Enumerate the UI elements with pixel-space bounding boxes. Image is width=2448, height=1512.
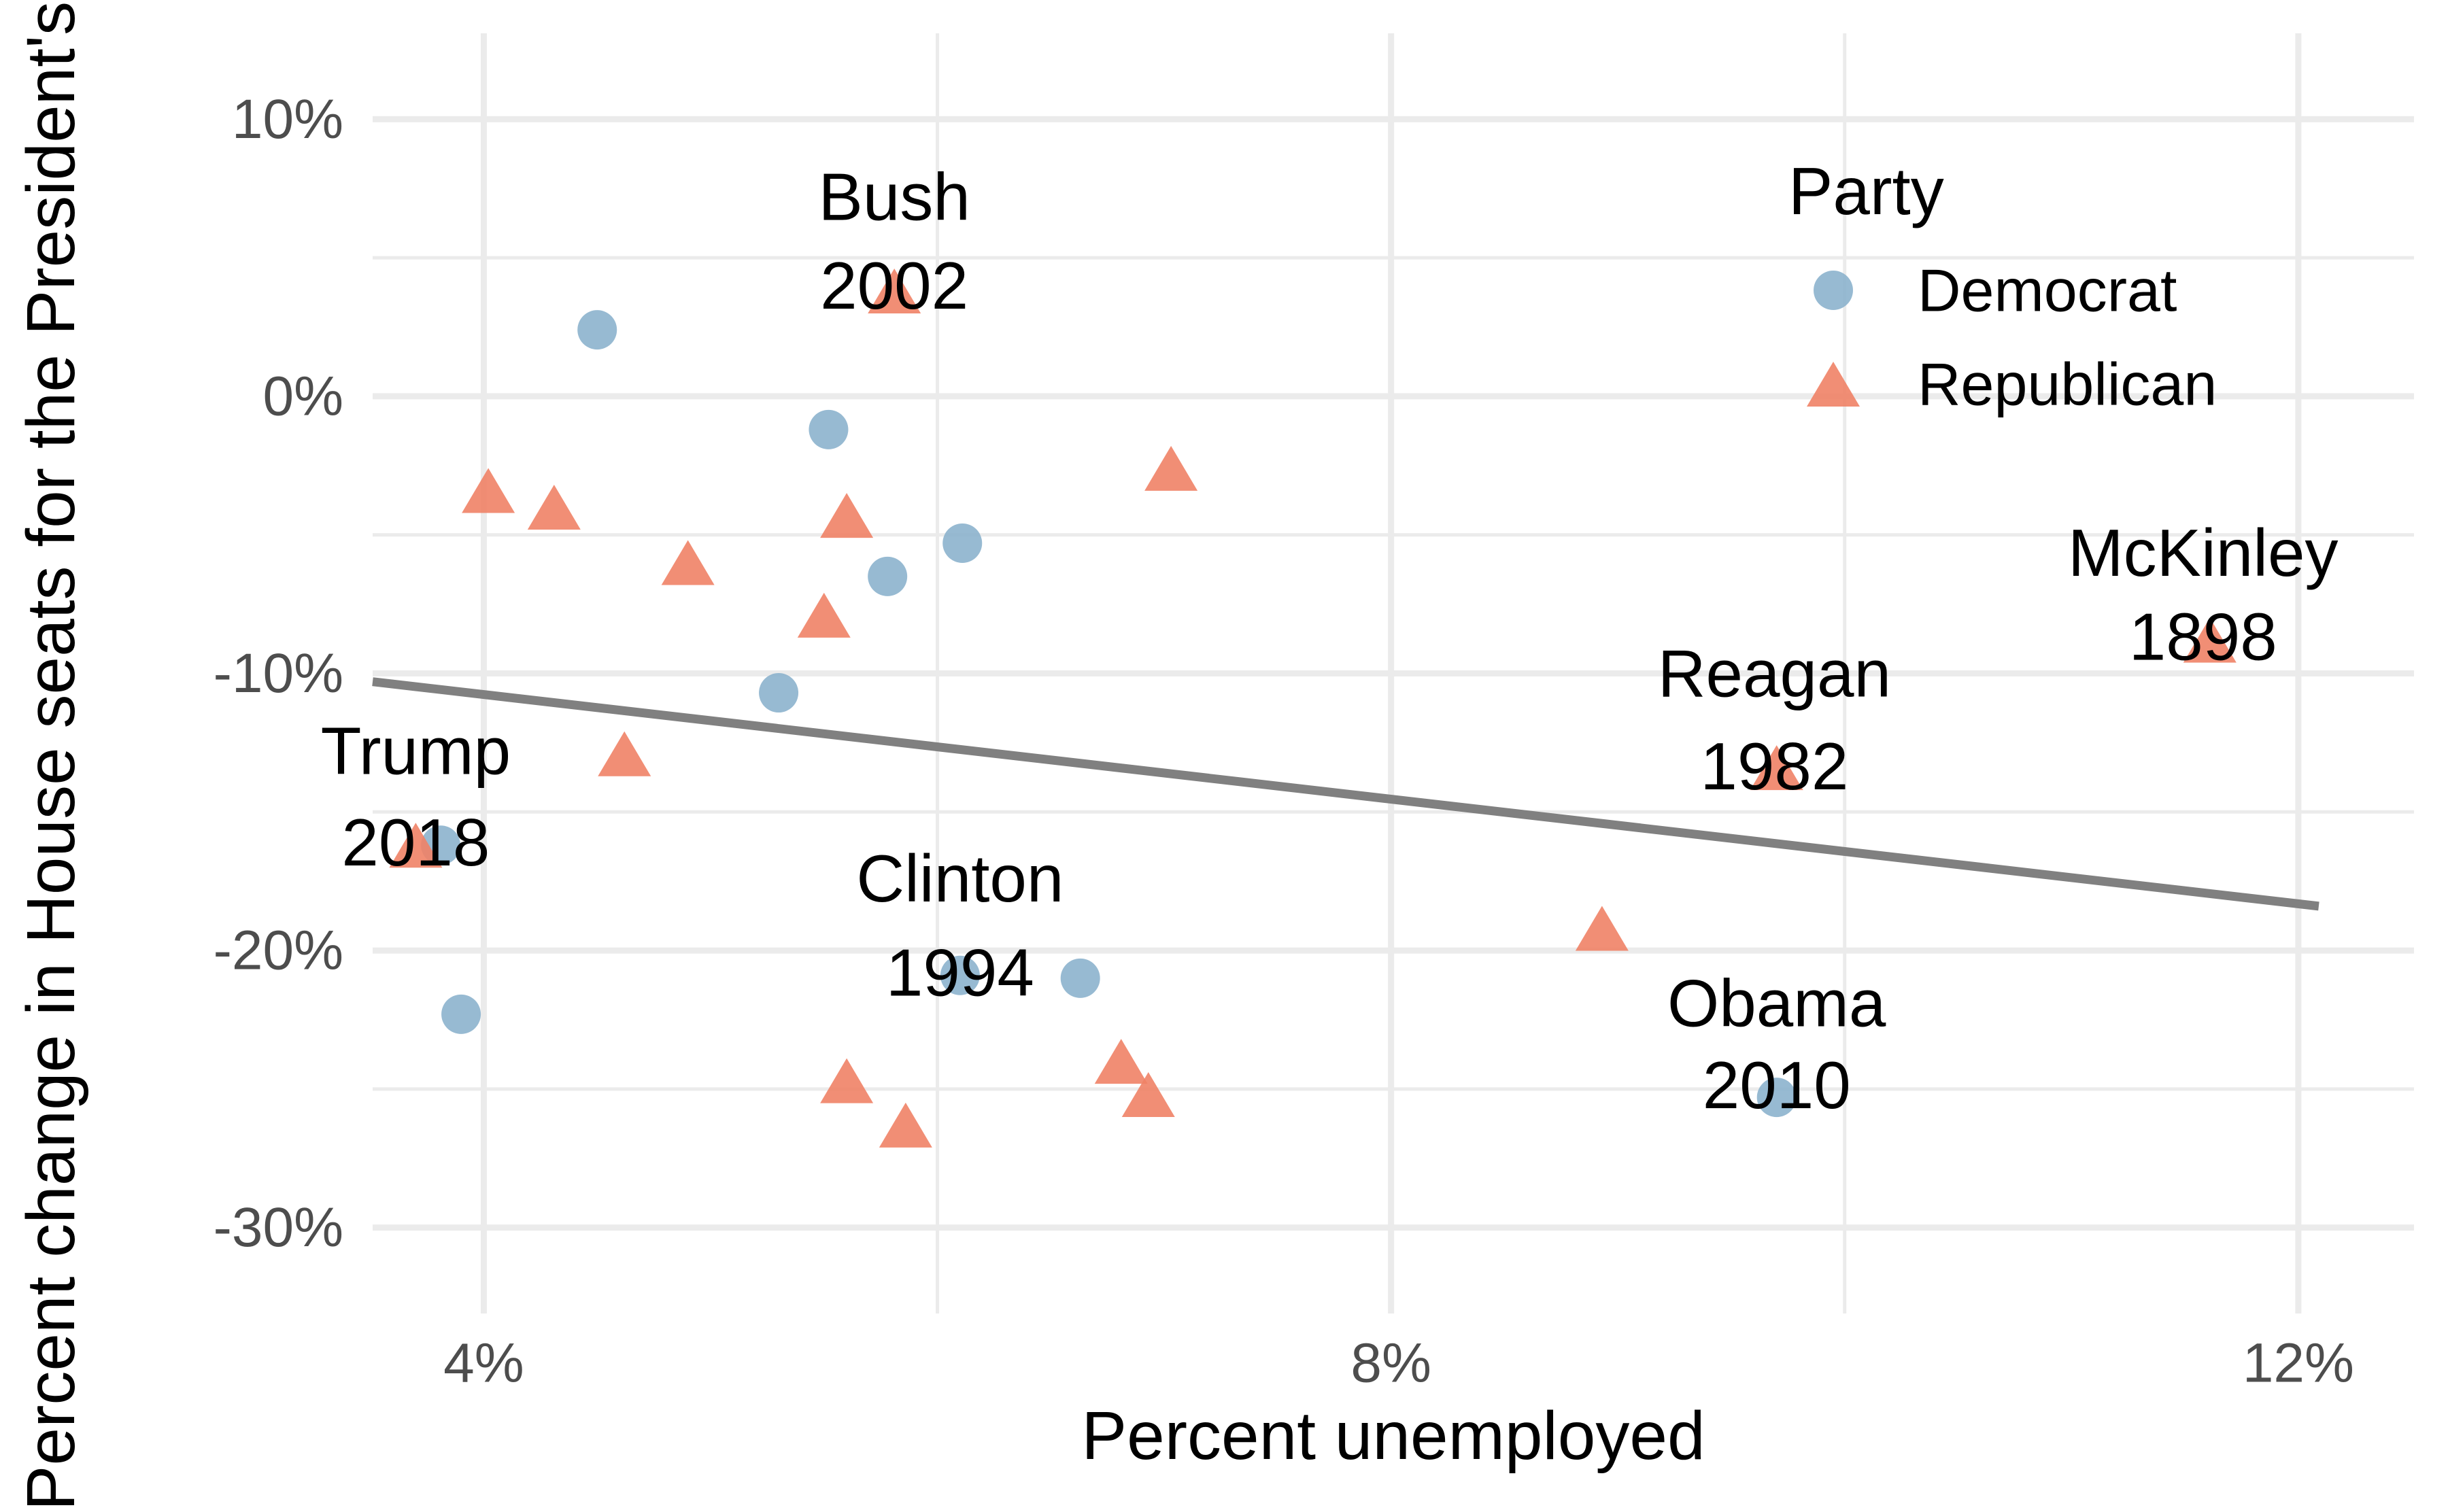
data-point-republican	[389, 823, 443, 868]
data-point-republican	[661, 540, 715, 585]
data-point-republican	[820, 493, 874, 538]
trend-line	[372, 677, 2319, 911]
y-tick-label: -10%	[214, 642, 343, 704]
data-point-republican	[1750, 745, 1803, 791]
legend-republican-triangle-icon	[1807, 362, 1860, 407]
annotation-layer: Bush 2002 Trump 2018 Clinton 1994 Reagan 1982 Ob…	[321, 159, 2339, 1122]
y-tick-label: -30%	[214, 1197, 343, 1258]
legend: Party Democrat Republican	[1788, 154, 2217, 418]
data-point-republican	[820, 1058, 874, 1103]
y-tick-label: 10%	[232, 88, 343, 150]
y-axis-title: Percent change in House seats for the Pr…	[13, 1, 89, 1511]
x-axis-title: Percent unemployed	[1081, 1398, 1705, 1474]
annotation-president-name: Obama	[1667, 966, 1886, 1041]
annotation-president-name: Reagan	[1658, 636, 1891, 711]
trend-layer	[372, 677, 2319, 911]
data-point-republican	[2183, 617, 2237, 663]
legend-democrat-label: Democrat	[1918, 257, 2177, 324]
annotation-year: 1898	[2129, 600, 2277, 674]
data-point-democrat	[940, 955, 980, 995]
data-point-democrat	[1756, 1078, 1797, 1118]
annotation-year: 1982	[1700, 729, 1848, 804]
annotation-president-name: McKinley	[2068, 515, 2339, 590]
data-point-republican	[868, 269, 921, 314]
x-tick-label: 12%	[2243, 1333, 2354, 1394]
x-tick-label: 4%	[443, 1333, 524, 1394]
data-point-republican	[797, 592, 851, 638]
data-point-democrat	[441, 994, 481, 1034]
annotation-president-name: Trump	[321, 714, 511, 789]
legend-democrat-circle-icon	[1814, 271, 1853, 310]
data-point-republican	[598, 731, 651, 776]
data-point-democrat	[577, 310, 617, 350]
data-point-republican	[1094, 1039, 1148, 1084]
data-point-republican	[879, 1102, 932, 1148]
annotation-year: 2010	[1703, 1048, 1851, 1122]
annotation-year: 1994	[886, 935, 1034, 1010]
data-point-republican	[1575, 906, 1629, 951]
tick-layer: 4% 8% 12% 10% 0% -10% -20% -30%	[214, 88, 2354, 1394]
points-layer	[389, 269, 2237, 1148]
annotation-year: 2002	[820, 248, 968, 323]
data-point-democrat	[1060, 958, 1100, 998]
annotation-president-name: Clinton	[856, 841, 1064, 916]
y-tick-label: -20%	[214, 920, 343, 982]
annotation-president-name: Bush	[818, 159, 970, 234]
data-point-democrat	[868, 556, 908, 596]
data-point-republican	[462, 468, 515, 513]
y-tick-label: 0%	[262, 365, 343, 427]
data-point-democrat	[809, 409, 849, 449]
data-point-democrat	[942, 523, 983, 563]
legend-title: Party	[1788, 154, 1944, 228]
legend-republican-label: Republican	[1918, 351, 2217, 418]
data-point-republican	[1121, 1072, 1175, 1118]
x-tick-label: 8%	[1350, 1333, 1431, 1394]
data-point-republican	[527, 484, 581, 530]
annotation-year: 2018	[341, 805, 490, 880]
data-point-republican	[1144, 445, 1198, 491]
data-point-democrat	[759, 673, 799, 713]
grid-major-layer	[373, 33, 2414, 1313]
